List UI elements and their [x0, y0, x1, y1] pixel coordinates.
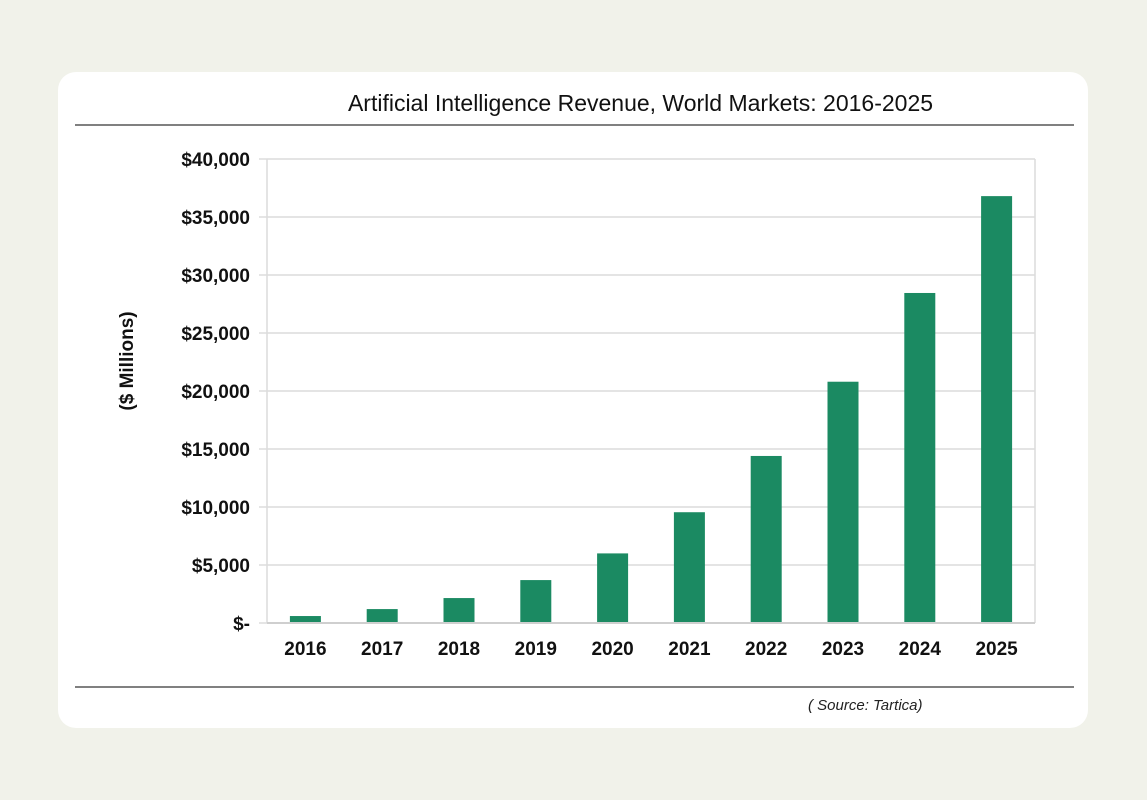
x-tick-label: 2023 — [822, 639, 864, 660]
y-axis-label: ($ Millions) — [117, 311, 138, 410]
chart-title: Artificial Intelligence Revenue, World M… — [347, 90, 934, 116]
y-tick-label: $10,000 — [181, 498, 250, 519]
bar-2022 — [750, 455, 782, 623]
bar-2019 — [520, 580, 552, 623]
bar-2024 — [904, 292, 936, 623]
top-divider — [75, 124, 1074, 126]
x-tick-label: 2020 — [591, 639, 633, 660]
bar-2016 — [289, 616, 321, 623]
x-tick-label: 2017 — [361, 639, 403, 660]
bar-2020 — [597, 553, 629, 623]
bar-2021 — [673, 512, 705, 623]
y-tick-label: $20,000 — [181, 382, 250, 403]
source-note: ( Source: Tartica) — [808, 697, 923, 714]
x-tick-label: 2016 — [284, 639, 326, 660]
bottom-divider — [75, 686, 1074, 688]
x-tick-label: 2021 — [668, 639, 711, 660]
bar-2025 — [981, 196, 1013, 623]
bar-2023 — [827, 381, 859, 623]
y-tick-label: $- — [233, 614, 250, 635]
bar-2017 — [366, 609, 398, 623]
x-tick-label: 2018 — [438, 639, 480, 660]
x-tick-label: 2025 — [975, 639, 1018, 660]
y-tick-label: $35,000 — [181, 208, 250, 229]
x-tick-label: 2024 — [899, 639, 942, 660]
x-tick-label: 2022 — [745, 639, 787, 660]
y-tick-label: $40,000 — [181, 150, 250, 171]
bar-2018 — [443, 598, 475, 623]
y-tick-label: $25,000 — [181, 324, 250, 345]
y-tick-label: $5,000 — [192, 556, 250, 577]
x-tick-label: 2019 — [515, 639, 557, 660]
y-tick-label: $30,000 — [181, 266, 250, 287]
y-tick-label: $15,000 — [181, 440, 250, 461]
